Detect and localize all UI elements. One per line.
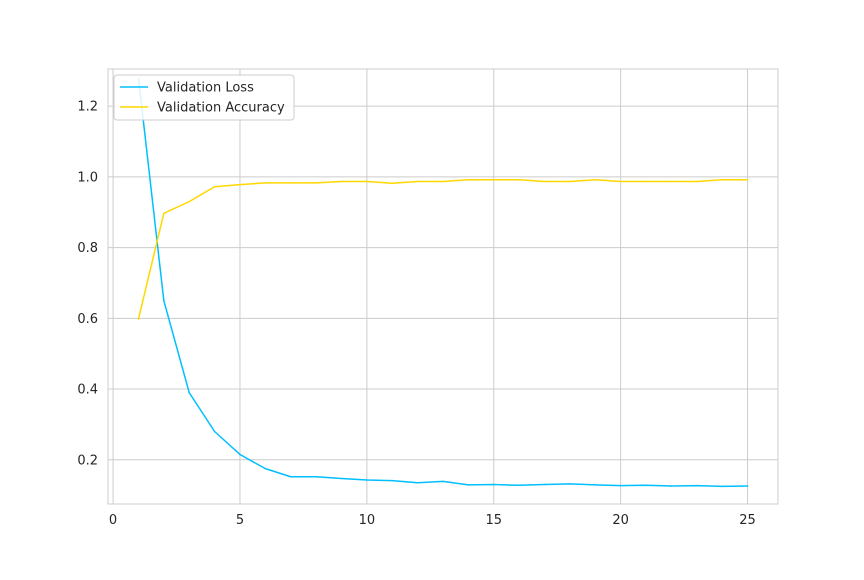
y-gridlines <box>108 105 778 461</box>
legend: Validation Loss Validation Accuracy <box>113 74 295 121</box>
data-point <box>391 479 393 482</box>
data-point <box>594 178 597 181</box>
x-gridlines <box>112 69 749 504</box>
data-point <box>163 299 165 302</box>
data-point <box>696 180 698 183</box>
data-point <box>721 178 723 181</box>
data-point <box>163 212 165 215</box>
data-point <box>746 178 749 181</box>
y-tick-label: 1.0 <box>77 170 98 185</box>
data-point <box>188 391 190 394</box>
legend-box <box>113 74 295 121</box>
y-tick-label: 0.6 <box>77 312 98 327</box>
x-tick-label: 10 <box>359 513 376 528</box>
y-tick-label: 0.2 <box>77 453 98 468</box>
data-point <box>442 480 444 483</box>
data-point <box>467 484 470 486</box>
x-tick-label: 20 <box>612 513 629 528</box>
x-tick-labels: 0 5 10 15 20 25 <box>109 513 756 528</box>
x-tick-label: 5 <box>236 513 244 528</box>
data-point <box>416 482 419 484</box>
data-point <box>493 483 495 486</box>
data-point <box>188 200 190 203</box>
data-point <box>670 180 673 183</box>
plot-area <box>108 69 778 504</box>
data-point <box>493 178 495 181</box>
y-tick-label: 0.8 <box>77 241 98 256</box>
data-point <box>645 180 647 183</box>
data-point <box>518 484 520 487</box>
data-point <box>543 180 546 183</box>
data-point <box>213 186 216 188</box>
data-point <box>569 483 571 485</box>
data-point <box>746 485 749 487</box>
data-point <box>696 484 698 487</box>
data-point <box>391 182 393 184</box>
x-tick-label: 15 <box>485 513 502 528</box>
data-point <box>467 178 470 181</box>
data-point <box>340 180 343 183</box>
data-point <box>569 180 571 183</box>
data-point <box>721 485 723 488</box>
data-point <box>315 182 317 184</box>
data-point <box>619 484 622 487</box>
data-point <box>239 183 241 186</box>
legend-label: Validation Accuracy <box>157 101 285 116</box>
data-point <box>416 180 419 183</box>
data-point <box>366 180 368 183</box>
y-tick-label: 0.4 <box>77 383 98 398</box>
data-point <box>366 479 368 481</box>
data-point <box>289 182 292 184</box>
data-point <box>594 484 597 486</box>
data-point <box>264 182 267 184</box>
y-tick-label: 1.2 <box>77 100 98 115</box>
data-point <box>442 180 444 183</box>
data-point <box>543 483 546 486</box>
data-point <box>670 485 673 487</box>
data-point <box>137 318 140 320</box>
data-point <box>239 453 241 456</box>
data-point <box>264 467 267 470</box>
data-point <box>213 430 216 433</box>
data-point <box>315 476 317 478</box>
data-point <box>645 484 647 487</box>
data-point <box>289 476 292 478</box>
plot-frame <box>107 68 779 505</box>
data-point <box>619 180 622 183</box>
x-tick-label: 25 <box>739 513 756 528</box>
y-tick-labels: 0.2 0.4 0.6 0.8 1.0 1.2 <box>77 100 98 469</box>
x-tick-label: 0 <box>109 513 117 528</box>
data-point <box>340 477 343 480</box>
series-lines <box>137 77 749 488</box>
data-point <box>518 178 520 181</box>
legend-label: Validation Loss <box>157 81 254 96</box>
